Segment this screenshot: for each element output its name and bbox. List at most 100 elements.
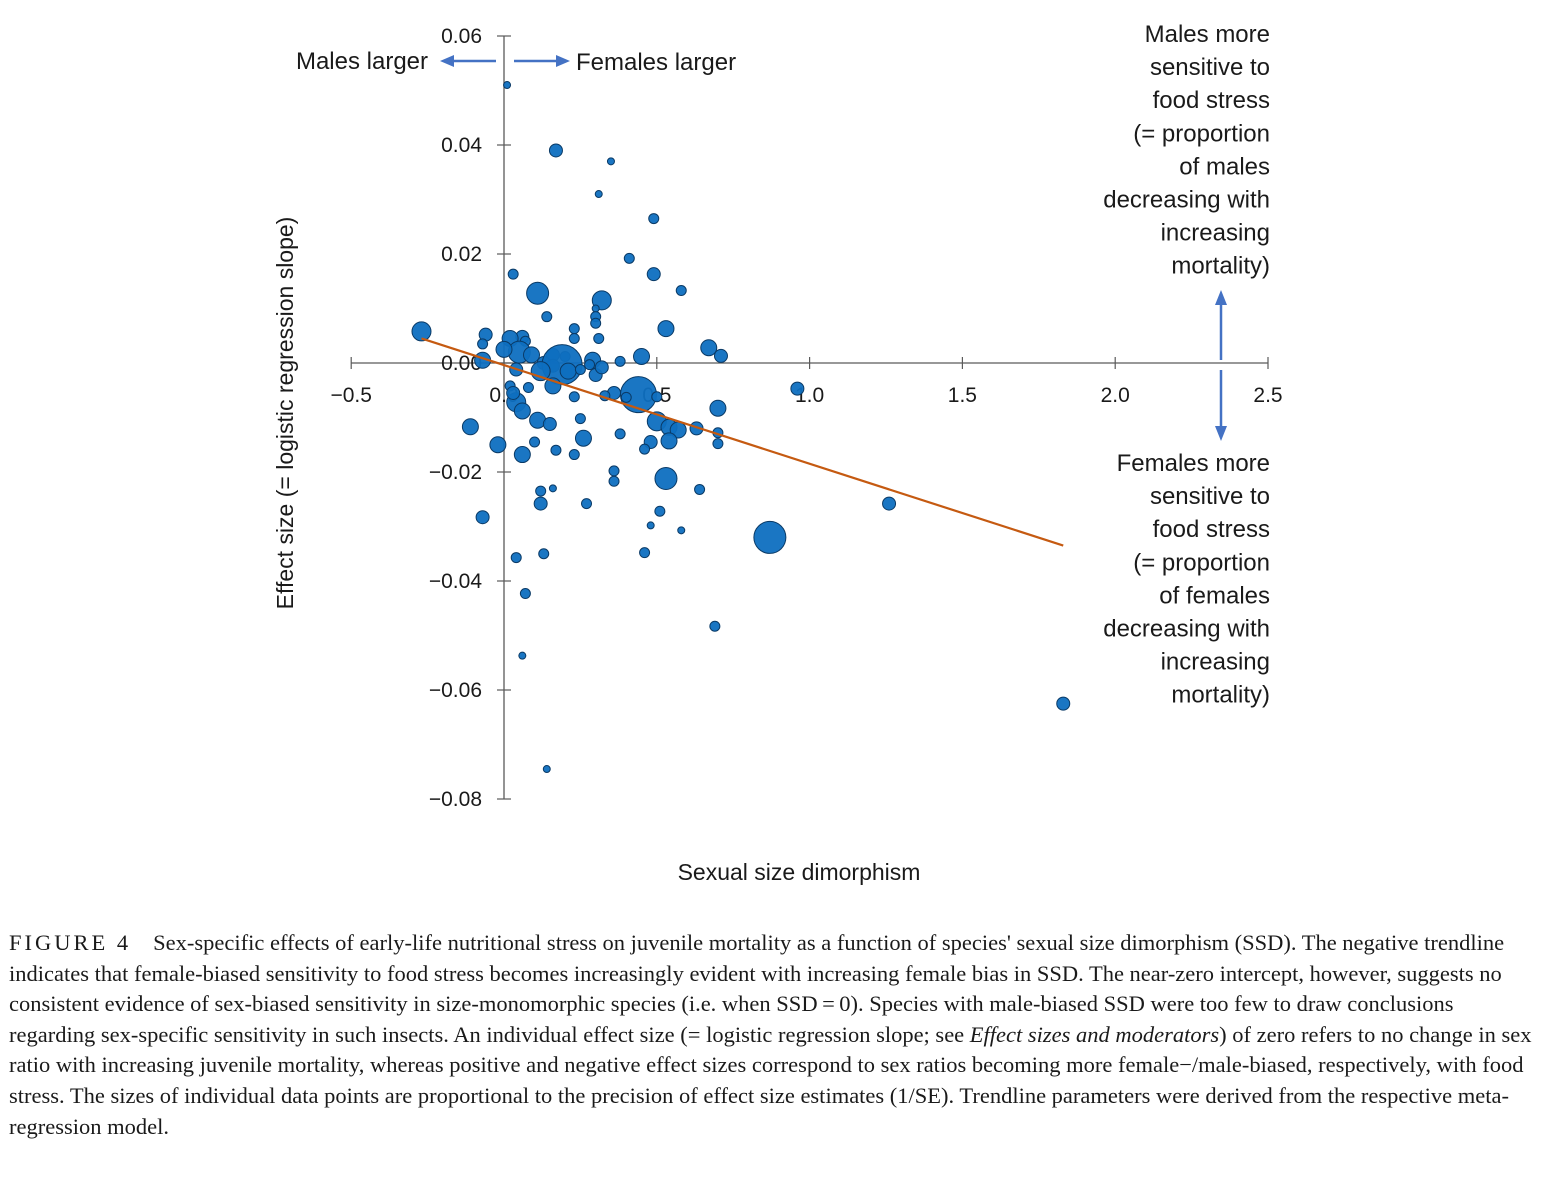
data-point — [574, 364, 586, 376]
data-point — [608, 475, 620, 487]
data-point — [568, 449, 580, 461]
y-axis-title: Effect size (= logistic regression slope… — [272, 217, 298, 610]
figure-label: FIGURE 4 — [9, 930, 132, 955]
bottom-right-annotation-line: food stress — [1153, 516, 1270, 543]
data-point — [694, 483, 706, 495]
top-right-annotation-line: food stress — [1153, 87, 1270, 114]
data-point — [506, 385, 521, 400]
data-point — [709, 620, 721, 632]
data-point — [510, 552, 522, 564]
data-points — [411, 81, 1071, 774]
data-point — [559, 362, 577, 380]
data-point — [790, 381, 805, 396]
y-tick-label: −0.06 — [429, 679, 482, 702]
data-point — [591, 304, 600, 313]
data-point — [574, 429, 592, 447]
data-point — [675, 285, 687, 297]
axes — [350, 35, 1269, 800]
data-point — [654, 505, 666, 517]
data-point — [568, 323, 580, 335]
tick-labels: −0.50.00.51.01.52.02.50.060.040.020.00−0… — [330, 25, 1282, 811]
data-point — [533, 496, 548, 511]
data-point — [581, 498, 593, 510]
top-right-annotation-line: of males — [1179, 153, 1270, 180]
bottom-right-annotation-line: (= proportion — [1133, 549, 1270, 576]
y-tick-label: 0.02 — [441, 243, 482, 266]
bottom-right-annotation-line: mortality) — [1171, 682, 1270, 709]
right-arrow-head — [556, 55, 570, 67]
data-point — [712, 438, 724, 450]
data-point — [475, 510, 490, 525]
data-point — [614, 355, 626, 367]
top-right-annotation-line: decreasing with — [1103, 187, 1270, 214]
data-point — [548, 484, 557, 493]
x-tick-label: 2.0 — [1101, 384, 1130, 407]
trendline — [421, 337, 1064, 547]
trendline-group — [421, 337, 1064, 547]
females-larger-label: Females larger — [576, 49, 736, 76]
data-point — [700, 339, 718, 357]
data-point — [633, 347, 651, 365]
data-point — [535, 485, 547, 497]
scatter-chart: −0.50.00.51.01.52.02.50.060.040.020.00−0… — [272, 21, 1283, 885]
data-point — [542, 765, 551, 774]
x-tick-label: −0.5 — [330, 384, 371, 407]
data-point — [614, 428, 626, 440]
figure-caption: FIGURE 4 Sex-specific effects of early-li… — [9, 928, 1534, 1142]
data-point — [550, 444, 562, 456]
data-point — [538, 548, 550, 560]
data-point — [522, 382, 534, 394]
data-point — [489, 436, 507, 454]
y-tick-label: 0.06 — [441, 25, 482, 48]
data-point — [529, 436, 541, 448]
data-point — [709, 399, 727, 417]
data-point — [593, 332, 605, 344]
data-point — [513, 446, 531, 464]
up-arrow-head — [1215, 290, 1227, 305]
data-point — [623, 252, 635, 264]
bottom-right-annotation-line: increasing — [1161, 649, 1270, 676]
down-arrow-head — [1215, 426, 1227, 441]
bottom-right-annotation-line: Females more — [1117, 450, 1270, 477]
data-point — [519, 588, 531, 600]
data-point — [411, 321, 432, 342]
bottom-right-annotation-line: decreasing with — [1103, 616, 1270, 643]
annotations: Males larger Females larger Males more sens… — [296, 21, 1270, 709]
data-point — [541, 311, 553, 323]
data-point — [461, 418, 479, 436]
left-arrow-head — [440, 55, 454, 67]
x-tick-label: 1.5 — [948, 384, 977, 407]
data-point — [526, 281, 550, 305]
x-tick-label: 2.5 — [1253, 384, 1282, 407]
data-point — [620, 391, 632, 403]
y-tick-label: 0.04 — [441, 134, 482, 157]
caption-text-part2: ) of zero refers to no change in sex rat… — [9, 1021, 1532, 1139]
data-point — [574, 413, 586, 425]
data-point — [648, 213, 660, 225]
data-point — [677, 526, 686, 535]
data-point — [513, 402, 531, 420]
data-point — [608, 465, 620, 477]
data-point — [660, 432, 678, 450]
data-point — [639, 443, 651, 455]
data-point — [1056, 696, 1071, 711]
bottom-right-annotation-line: of females — [1159, 582, 1270, 609]
data-point — [507, 268, 519, 280]
data-point — [503, 81, 512, 90]
data-point — [518, 651, 527, 660]
data-point — [542, 417, 557, 432]
data-point — [654, 467, 678, 491]
data-point — [590, 317, 602, 329]
top-right-annotation-line: sensitive to — [1150, 54, 1270, 81]
data-point — [548, 143, 563, 158]
caption-text-part1: Sex-specific effects of early-life nutri… — [9, 930, 1505, 1047]
data-point — [646, 521, 655, 530]
top-right-annotation-line: Males more — [1145, 21, 1270, 48]
data-point — [594, 360, 609, 375]
data-point — [568, 332, 580, 344]
top-right-annotation-line: increasing — [1161, 220, 1270, 247]
caption-italic-ref: Effect sizes and moderators — [969, 1021, 1220, 1047]
data-point — [495, 340, 513, 358]
data-point — [523, 346, 541, 364]
data-point — [882, 496, 897, 511]
